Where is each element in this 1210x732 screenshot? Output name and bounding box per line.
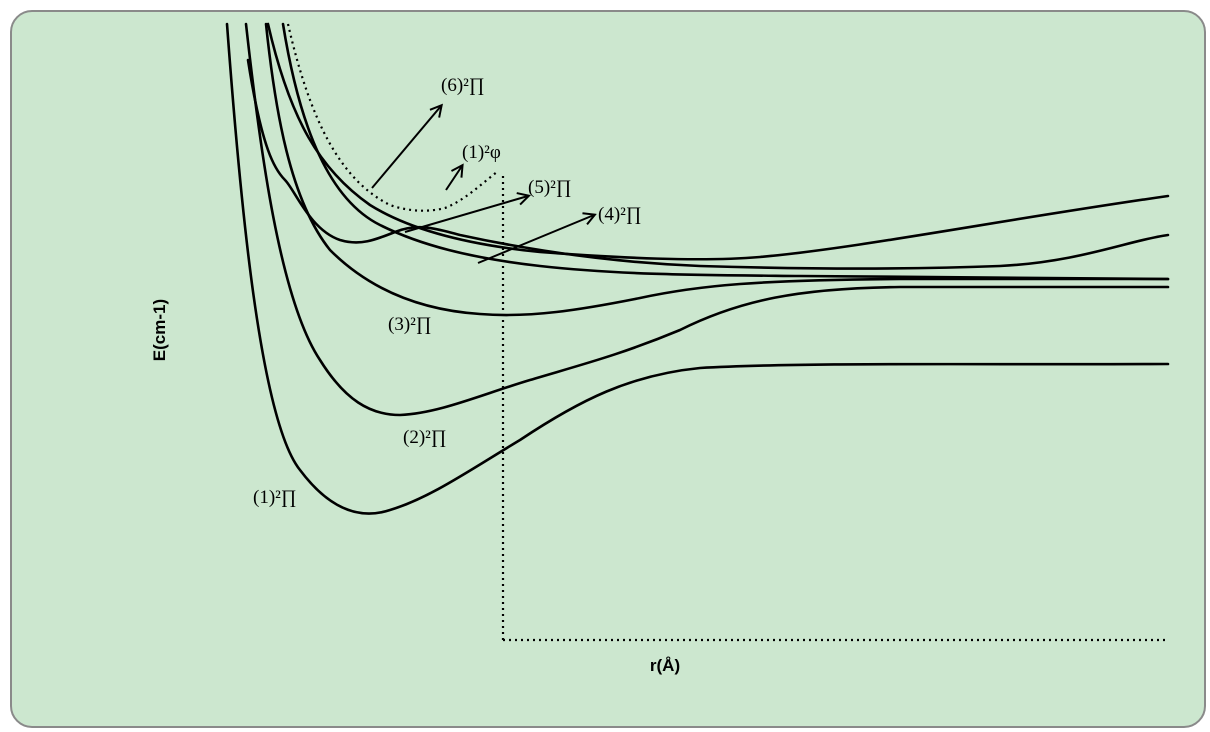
curve-6-2pi (266, 22, 1170, 261)
curve-4-2pi (281, 22, 1170, 281)
series-label-2: (2)²∏ (403, 427, 447, 448)
series-label-5: (5)²∏ (528, 177, 572, 198)
x-axis-label: r(Å) (650, 656, 680, 675)
arrow-5-2pi (404, 196, 528, 233)
y-axis-label: E(cm-1) (150, 299, 169, 361)
curve-1-2pi (225, 22, 1170, 515)
series-label-7: (1)²φ (462, 142, 501, 163)
arrow-1-2phi (445, 166, 462, 191)
series-label-3: (3)²∏ (388, 314, 432, 335)
curve-2-2pi (244, 22, 1170, 417)
chart-panel (10, 10, 1206, 728)
curve-1-2phi (286, 23, 498, 212)
series-labels: (1)²∏ (2)²∏ (3)²∏ (4)²∏ (5)²∏ (6)²∏ (1)²φ (253, 75, 642, 508)
curve-3-2pi (264, 22, 1170, 317)
curve-5-2pi (246, 58, 1170, 270)
series-label-6: (6)²∏ (441, 75, 485, 96)
arrow-4-2pi (477, 215, 594, 264)
series-label-4: (4)²∏ (598, 204, 642, 225)
arrow-6-2pi (371, 106, 441, 189)
series-label-1: (1)²∏ (253, 487, 297, 508)
